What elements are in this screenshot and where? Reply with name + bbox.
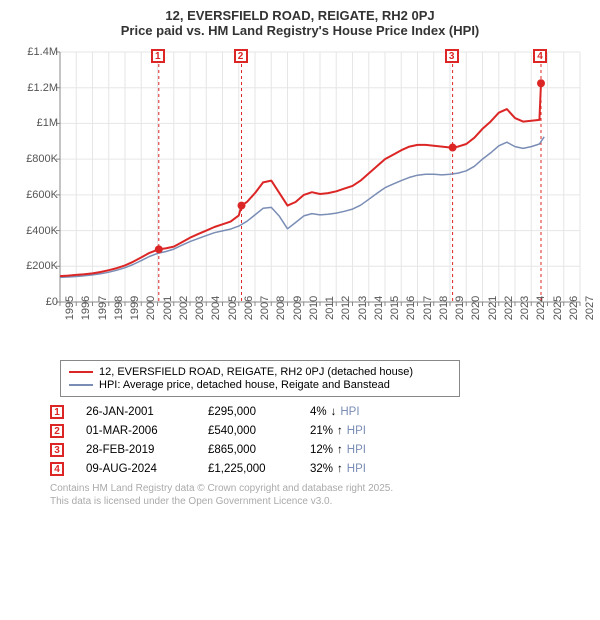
sales-date: 28-FEB-2019 <box>86 444 186 456</box>
legend-swatch <box>69 371 93 373</box>
y-tick-label: £1M <box>37 117 58 129</box>
sales-hpi-label: HPI <box>340 406 359 418</box>
legend: 12, EVERSFIELD ROAD, REIGATE, RH2 0PJ (d… <box>60 360 460 397</box>
x-tick-label: 2022 <box>503 296 515 320</box>
arrow-up-icon: ↑ <box>337 444 343 456</box>
x-tick-label: 2001 <box>162 296 174 320</box>
event-marker: 2 <box>234 49 248 63</box>
x-tick-label: 2024 <box>535 296 547 320</box>
chart-panel: 12, EVERSFIELD ROAD, REIGATE, RH2 0PJ Pr… <box>0 0 600 514</box>
arrow-down-icon: ↓ <box>331 406 337 418</box>
sales-table: 126-JAN-2001£295,0004%↓HPI201-MAR-2006£5… <box>50 405 590 476</box>
footnote-line2: This data is licensed under the Open Gov… <box>50 495 590 508</box>
sales-pct: 4% <box>310 406 327 418</box>
sales-date: 01-MAR-2006 <box>86 425 186 437</box>
sales-price: £1,225,000 <box>208 463 288 475</box>
x-tick-label: 1995 <box>64 296 76 320</box>
y-tick-label: £200K <box>26 260 58 272</box>
event-marker: 4 <box>533 49 547 63</box>
sales-date: 09-AUG-2024 <box>86 463 186 475</box>
footnote: Contains HM Land Registry data © Crown c… <box>50 482 590 508</box>
x-tick-label: 2014 <box>373 296 385 320</box>
sales-marker: 4 <box>50 462 64 476</box>
x-tick-label: 2019 <box>454 296 466 320</box>
y-tick-label: £600K <box>26 189 58 201</box>
x-tick-label: 2015 <box>389 296 401 320</box>
sales-delta: 12% ↑ HPI <box>310 444 410 456</box>
x-tick-label: 2003 <box>194 296 206 320</box>
x-tick-label: 1997 <box>97 296 109 320</box>
sales-hpi-label: HPI <box>347 463 366 475</box>
x-tick-label: 2026 <box>568 296 580 320</box>
event-marker: 1 <box>151 49 165 63</box>
y-tick-label: £0 <box>46 296 58 308</box>
x-tick-label: 1996 <box>80 296 92 320</box>
sales-delta: 32% ↑ HPI <box>310 463 410 475</box>
x-tick-label: 2025 <box>552 296 564 320</box>
x-tick-label: 2000 <box>145 296 157 320</box>
x-tick-label: 2018 <box>438 296 450 320</box>
x-tick-label: 2010 <box>308 296 320 320</box>
y-tick-label: £1.2M <box>27 82 58 94</box>
x-tick-label: 2002 <box>178 296 190 320</box>
sales-pct: 12% <box>310 444 333 456</box>
x-tick-label: 1999 <box>129 296 141 320</box>
x-tick-label: 2012 <box>340 296 352 320</box>
sales-marker: 1 <box>50 405 64 419</box>
legend-swatch <box>69 384 93 386</box>
line-chart: £0 £200K £400K £600K £800K £1M £1.2M £1.4M 1995… <box>10 44 590 354</box>
footnote-line1: Contains HM Land Registry data © Crown c… <box>50 482 590 495</box>
sales-price: £540,000 <box>208 425 288 437</box>
legend-row: 12, EVERSFIELD ROAD, REIGATE, RH2 0PJ (d… <box>69 366 451 378</box>
x-tick-label: 2007 <box>259 296 271 320</box>
arrow-up-icon: ↑ <box>337 425 343 437</box>
sales-price: £865,000 <box>208 444 288 456</box>
sales-row: 3 28-FEB-2019 £865,000 12% ↑ HPI <box>50 443 590 457</box>
title-block: 12, EVERSFIELD ROAD, REIGATE, RH2 0PJ Pr… <box>10 8 590 38</box>
sales-row: 4 09-AUG-2024 £1,225,000 32% ↑ HPI <box>50 462 590 476</box>
y-tick-label: £1.4M <box>27 46 58 58</box>
x-tick-label: 2016 <box>405 296 417 320</box>
x-tick-label: 2005 <box>227 296 239 320</box>
y-tick-label: £400K <box>26 225 58 237</box>
legend-label: 12, EVERSFIELD ROAD, REIGATE, RH2 0PJ (d… <box>99 366 413 378</box>
sales-marker: 3 <box>50 443 64 457</box>
x-tick-label: 2020 <box>470 296 482 320</box>
x-tick-label: 2021 <box>487 296 499 320</box>
sales-delta: 4% ↓HPI <box>310 406 410 418</box>
x-tick-label: 2006 <box>243 296 255 320</box>
sales-pct: 32% <box>310 463 333 475</box>
sales-delta: 21% ↑ HPI <box>310 425 410 437</box>
legend-row: HPI: Average price, detached house, Reig… <box>69 379 451 391</box>
x-tick-label: 2008 <box>275 296 287 320</box>
sales-row: 1 26-JAN-2001 £295,000 4% ↓HPI <box>50 405 590 419</box>
sales-date: 26-JAN-2001 <box>86 406 186 418</box>
sales-pct: 21% <box>310 425 333 437</box>
arrow-up-icon: ↑ <box>337 463 343 475</box>
x-tick-label: 2009 <box>292 296 304 320</box>
sales-hpi-label: HPI <box>347 425 366 437</box>
x-tick-label: 2013 <box>357 296 369 320</box>
y-tick-label: £800K <box>26 153 58 165</box>
x-tick-label: 2027 <box>584 296 596 320</box>
x-tick-label: 1998 <box>113 296 125 320</box>
x-tick-label: 2017 <box>422 296 434 320</box>
sales-row: 2 01-MAR-2006 £540,000 21% ↑ HPI <box>50 424 590 438</box>
event-marker: 3 <box>445 49 459 63</box>
x-tick-label: 2004 <box>210 296 222 320</box>
sales-price: £295,000 <box>208 406 288 418</box>
x-tick-label: 2023 <box>519 296 531 320</box>
sales-marker: 2 <box>50 424 64 438</box>
title-address: 12, EVERSFIELD ROAD, REIGATE, RH2 0PJ <box>10 8 590 23</box>
title-subtitle: Price paid vs. HM Land Registry's House … <box>10 23 590 38</box>
sales-hpi-label: HPI <box>347 444 366 456</box>
legend-label: HPI: Average price, detached house, Reig… <box>99 379 390 391</box>
x-tick-label: 2011 <box>324 296 336 320</box>
